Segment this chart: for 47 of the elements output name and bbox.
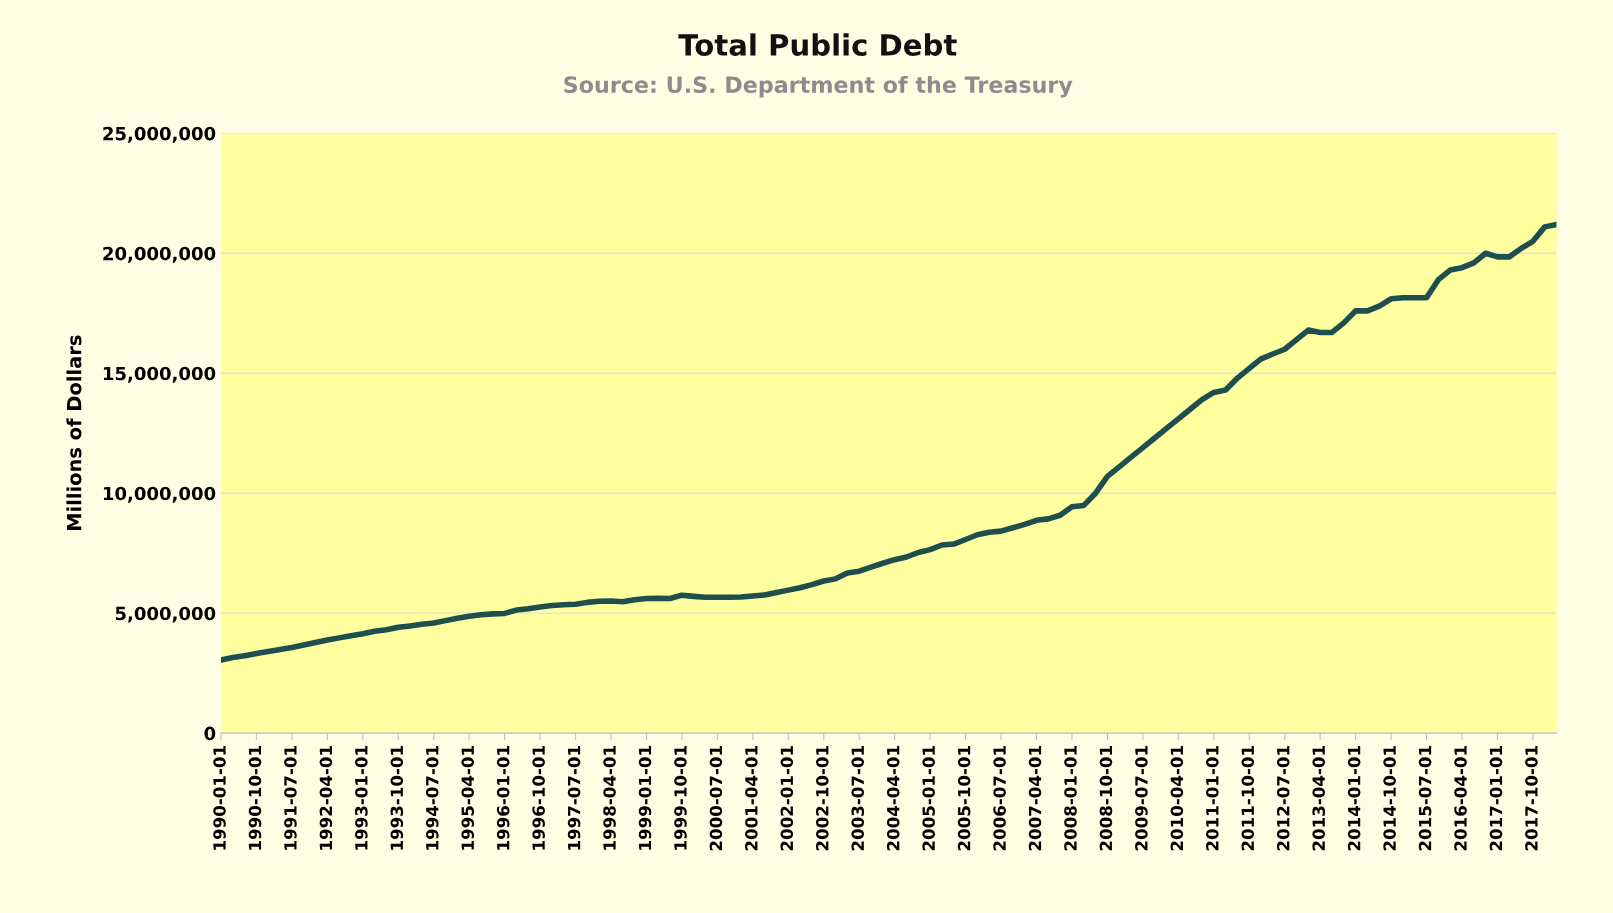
x-tick-label: 1993-10-01 (390, 746, 404, 850)
x-tick-label: 2001-04-01 (745, 746, 758, 851)
x-tick-label: 1995-04-01 (461, 746, 475, 850)
x-tick-label: 2000-07-01 (709, 746, 723, 851)
x-tick-label: 1991-07-01 (284, 746, 297, 850)
x-tick-label: 2008-10-01 (1099, 746, 1113, 851)
x-tick-label: 1996-10-01 (532, 746, 545, 850)
x-tick-label: 2013-04-01 (1312, 746, 1325, 851)
x-tick-label: 2003-07-01 (851, 746, 865, 851)
x-tick-label: 1998-04-01 (603, 746, 616, 850)
x-tick-label: 1990-01-01 (213, 746, 226, 850)
y-tick-label: 5,000,000 (115, 606, 216, 623)
x-tick-label: 2004-04-01 (886, 746, 900, 851)
x-tick-label: 2017-01-01 (1489, 746, 1503, 851)
y-axis-title: Millions of Dollars (66, 335, 82, 531)
x-tick-label: 1990-10-01 (248, 746, 262, 850)
x-tick-label: 2002-10-01 (815, 746, 829, 851)
x-tick-label: 2011-10-01 (1241, 746, 1255, 851)
x-tick-label: 2017-10-01 (1525, 746, 1538, 851)
x-tick-label: 1994-07-01 (425, 746, 439, 850)
y-tick-label: 15,000,000 (103, 366, 216, 383)
y-tick-label: 10,000,000 (103, 486, 216, 503)
x-tick-label: 2005-10-01 (957, 746, 971, 851)
x-tick-label: 1996-01-01 (496, 746, 510, 850)
x-tick-label: 1999-10-01 (674, 746, 687, 850)
chart-subtitle: Source: U.S. Department of the Treasury (564, 75, 1073, 98)
x-tick-label: 2010-04-01 (1170, 746, 1184, 851)
y-tick-label: 25,000,000 (103, 126, 216, 143)
x-tick-label: 2011-01-01 (1206, 746, 1219, 851)
x-tick-label: 2008-01-01 (1064, 746, 1077, 851)
x-tick-label: 1999-01-01 (638, 746, 652, 850)
x-tick-label: 1993-01-01 (355, 746, 368, 850)
x-tick-label: 2014-01-01 (1347, 746, 1361, 851)
x-tick-label: 2006-07-01 (993, 746, 1006, 851)
x-tick-label: 1997-07-01 (567, 746, 581, 850)
chart-title: Total Public Debt (678, 33, 957, 56)
x-tick-label: 2005-01-01 (922, 746, 935, 851)
x-tick-label: 2016-04-01 (1454, 746, 1467, 851)
x-tick-label: 2014-10-01 (1383, 746, 1396, 851)
x-tick-label: 2007-04-01 (1028, 746, 1042, 851)
x-tick-label: 2012-07-01 (1276, 746, 1290, 851)
x-tick-label: 2009-07-01 (1135, 746, 1148, 851)
y-tick-label: 0 (204, 726, 216, 741)
x-tick-label: 1992-04-01 (319, 746, 333, 850)
y-tick-label: 20,000,000 (103, 246, 216, 263)
x-tick-label: 2015-07-01 (1418, 746, 1432, 851)
x-tick-label: 2002-01-01 (780, 746, 794, 851)
